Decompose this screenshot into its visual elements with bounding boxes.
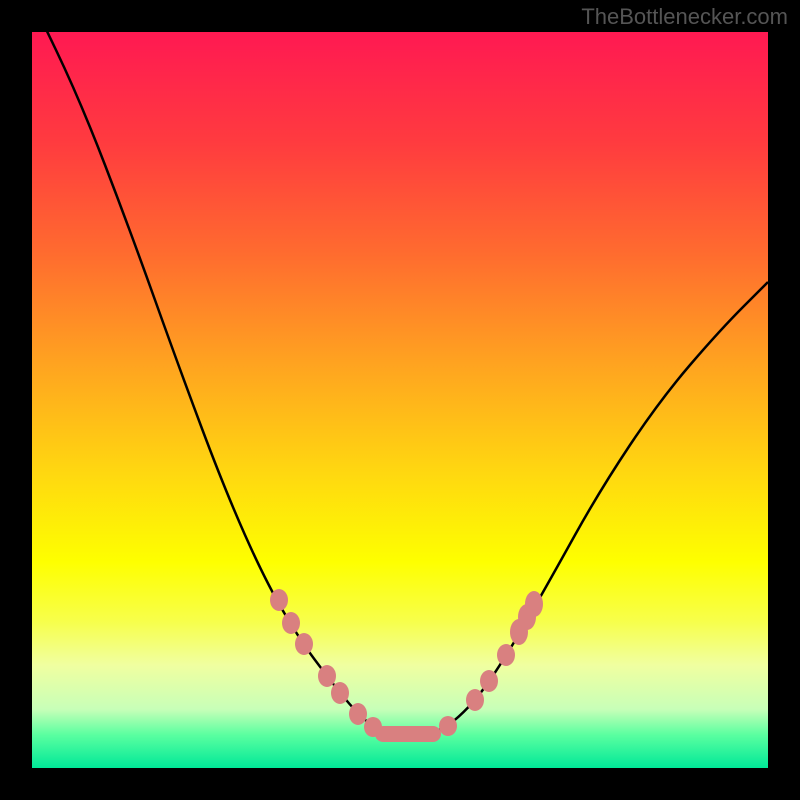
watermark-text: TheBottlenecker.com	[581, 4, 788, 30]
marker-point	[270, 589, 288, 611]
marker-point	[466, 689, 484, 711]
marker-point	[295, 633, 313, 655]
marker-point	[439, 716, 457, 736]
marker-flat-segment	[375, 726, 441, 742]
marker-point	[525, 591, 543, 617]
marker-point	[497, 644, 515, 666]
plot-background	[32, 32, 768, 768]
marker-point	[318, 665, 336, 687]
marker-point	[364, 717, 382, 737]
chart-container: TheBottlenecker.com	[0, 0, 800, 800]
marker-point	[282, 612, 300, 634]
marker-point	[480, 670, 498, 692]
marker-point	[349, 703, 367, 725]
chart-svg	[0, 0, 800, 800]
marker-point	[331, 682, 349, 704]
